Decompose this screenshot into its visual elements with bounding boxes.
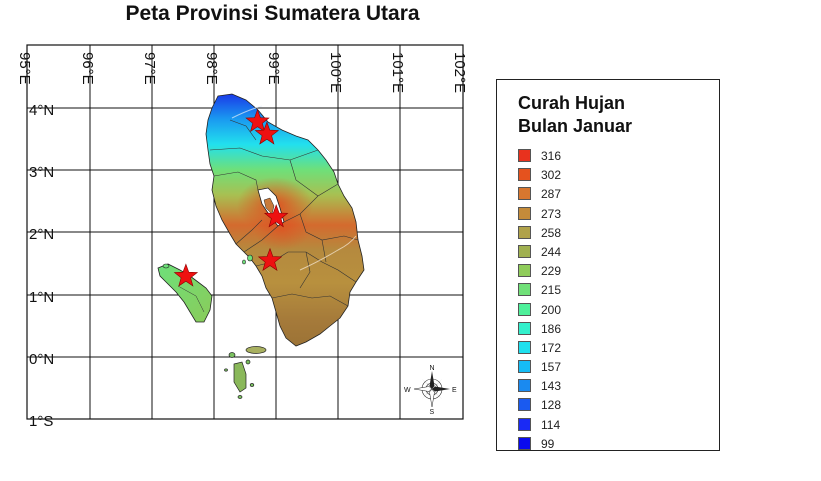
lat-label: 1°S [29, 413, 53, 430]
lat-label: 0°N [29, 351, 54, 368]
lon-label: 98°E [203, 52, 220, 85]
legend-label: 302 [541, 168, 562, 183]
lat-label: 3°N [29, 164, 54, 181]
legend-title: Curah Hujan Bulan Januar [518, 92, 632, 138]
legend-label: 215 [541, 283, 562, 298]
compass-w: W [404, 387, 411, 394]
legend-label: 114 [541, 417, 561, 432]
lon-label: 97°E [141, 52, 158, 85]
legend-label: 172 [541, 340, 562, 355]
legend-label: 200 [541, 302, 562, 317]
legend-label: 229 [541, 264, 562, 279]
batu-islands [224, 346, 267, 399]
legend-swatch [518, 168, 531, 182]
legend-swatch [518, 360, 531, 374]
legend-label: 273 [541, 206, 562, 221]
legend-swatch [518, 417, 531, 431]
legend-panel: Curah Hujan Bulan Januar 316 302 287 273 258… [496, 79, 720, 451]
legend-label: 316 [541, 149, 562, 163]
legend-swatch [518, 379, 531, 393]
legend-swatch [518, 340, 531, 354]
legend-label: 143 [541, 379, 562, 394]
longitude-labels: 95°E 96°E 97°E 98°E 99°E 100°E 101°E 102… [16, 52, 468, 93]
legend-label: 287 [541, 187, 562, 202]
map-title: Peta Provinsi Sumatera Utara [125, 2, 420, 25]
compass-rose: N S E W [404, 365, 457, 416]
legend-label: 128 [541, 398, 562, 413]
legend-swatch [518, 436, 531, 450]
legend-swatch [518, 187, 531, 201]
lon-label: 102°E [451, 52, 468, 93]
legend-swatch [518, 225, 531, 239]
compass-e: E [452, 387, 457, 394]
station-5-marker [173, 263, 199, 287]
latitude-labels: 4°N 3°N 2°N 1°N 0°N 1°S [29, 102, 54, 430]
legend-label: 258 [541, 225, 562, 240]
station-4-marker [257, 247, 283, 272]
small-islands [162, 254, 253, 269]
legend-label: 244 [541, 244, 562, 259]
lon-label: 96°E [79, 52, 96, 85]
station-markers [173, 108, 289, 287]
legend-swatch [518, 206, 531, 220]
lon-label: 100°E [327, 52, 344, 93]
lon-label: 101°E [389, 52, 406, 93]
compass-s: S [430, 409, 435, 416]
legend-title-line1: Curah Hujan [518, 93, 626, 113]
legend-swatch [518, 283, 531, 297]
legend-label: 157 [541, 360, 562, 375]
lat-label: 2°N [29, 226, 54, 243]
legend-label: 99 [541, 436, 555, 451]
station-3-marker [263, 204, 289, 228]
station-1-marker [245, 108, 270, 133]
legend-swatch [518, 321, 531, 335]
legend-swatch [518, 302, 531, 316]
legend-swatch [518, 398, 531, 412]
legend-swatch [518, 244, 531, 258]
lon-label: 95°E [16, 52, 33, 85]
compass-n: N [430, 365, 435, 372]
legend-label: 186 [541, 321, 562, 336]
legend-title-line2: Bulan Januar [518, 116, 633, 136]
legend-swatch [518, 149, 531, 162]
lat-label: 1°N [29, 289, 54, 306]
lat-label: 4°N [29, 102, 54, 119]
lon-label: 99°E [265, 52, 282, 85]
mainland-province [205, 93, 365, 347]
station-2-marker [254, 121, 280, 145]
legend-swatch [518, 264, 531, 278]
